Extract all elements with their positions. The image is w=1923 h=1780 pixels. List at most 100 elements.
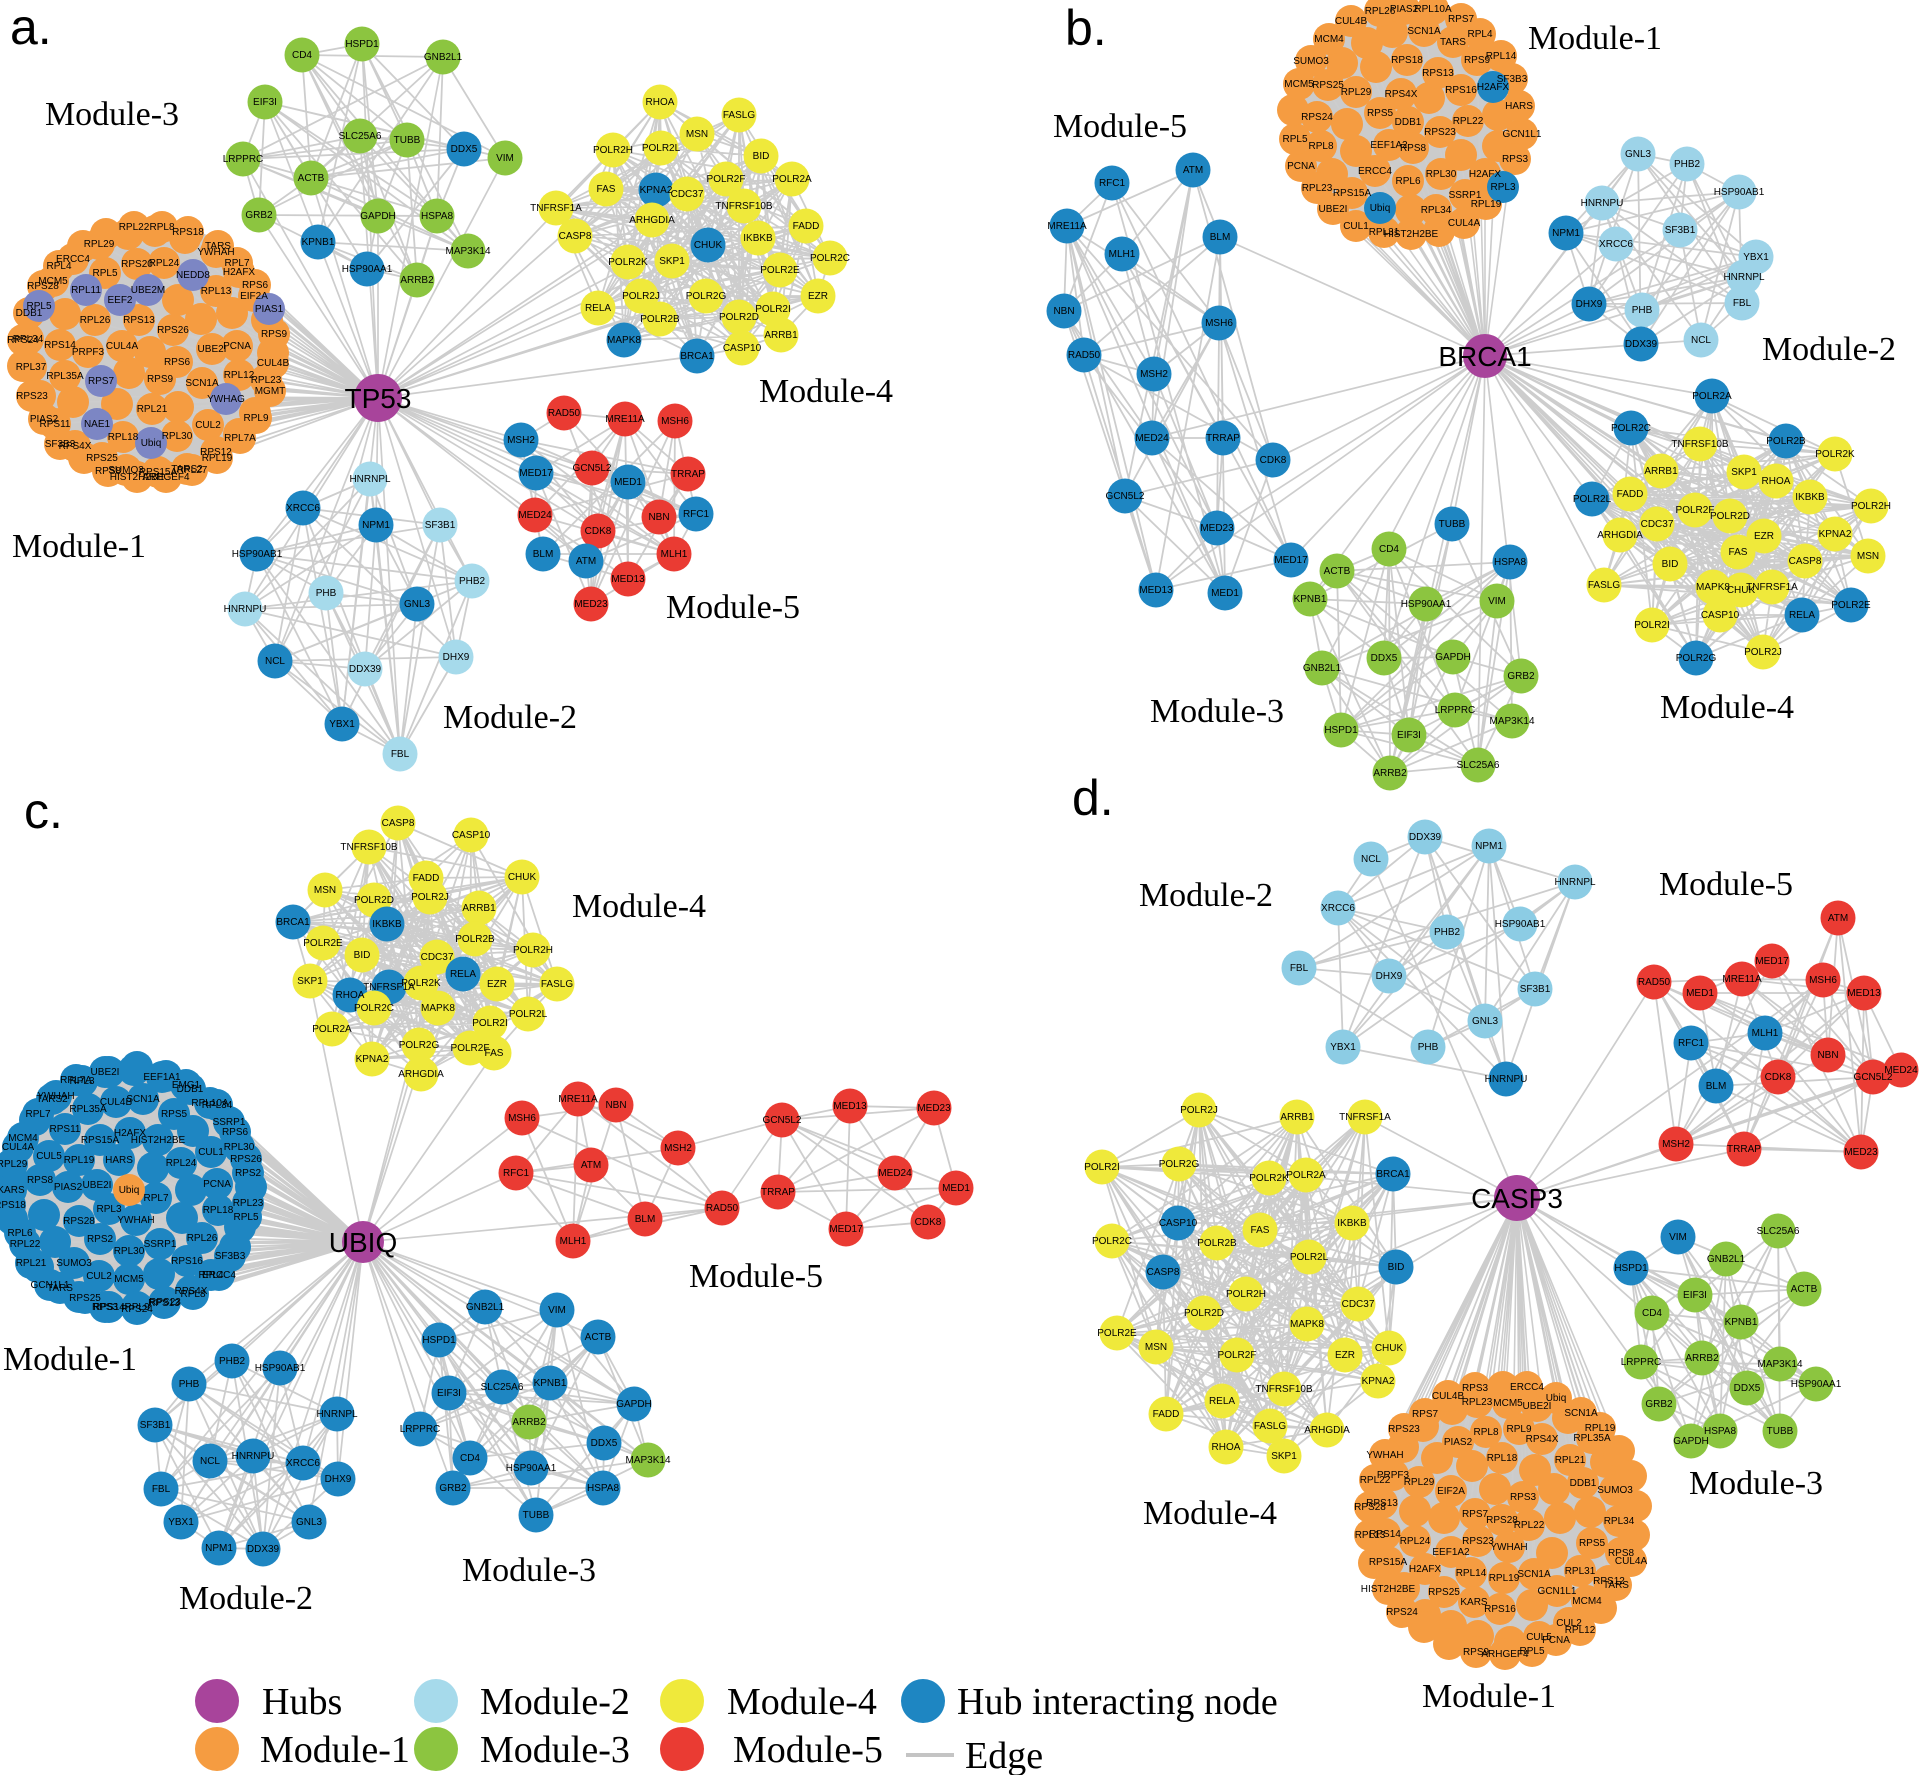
svg-text:TNFRSF10B: TNFRSF10B (715, 201, 773, 212)
svg-text:RPS9: RPS9 (261, 329, 288, 340)
svg-text:MED23: MED23 (574, 599, 608, 610)
svg-text:Ubiq: Ubiq (119, 1185, 140, 1196)
svg-text:CASP10: CASP10 (1159, 1218, 1198, 1229)
svg-text:VIM: VIM (1669, 1232, 1687, 1243)
svg-text:PCNA: PCNA (1542, 1635, 1570, 1646)
svg-text:RFC1: RFC1 (683, 509, 710, 520)
svg-text:DHX9: DHX9 (325, 1474, 352, 1485)
svg-text:HNRNPU: HNRNPU (232, 1451, 275, 1462)
svg-text:MED17: MED17 (829, 1224, 863, 1235)
svg-text:RPS4X: RPS4X (59, 441, 92, 452)
svg-text:SLC25A6: SLC25A6 (481, 1382, 524, 1393)
svg-text:CDC37: CDC37 (1641, 519, 1674, 530)
svg-text:MED24: MED24 (1884, 1065, 1918, 1076)
svg-text:RPL14: RPL14 (1486, 51, 1517, 62)
svg-text:DHX9: DHX9 (443, 652, 470, 663)
svg-text:NCL: NCL (265, 656, 285, 667)
svg-text:RPS13: RPS13 (123, 315, 155, 326)
svg-text:RPL30: RPL30 (224, 1142, 255, 1153)
svg-text:SLC25A6: SLC25A6 (1457, 760, 1500, 771)
svg-text:RPS23: RPS23 (1462, 1536, 1494, 1547)
svg-text:XRCC6: XRCC6 (286, 1458, 320, 1469)
svg-text:SSRP1: SSRP1 (144, 1239, 177, 1250)
svg-text:BID: BID (354, 950, 371, 961)
svg-text:RPS8: RPS8 (1608, 1548, 1635, 1559)
svg-text:RPS18: RPS18 (1391, 55, 1423, 66)
svg-text:RPL4: RPL4 (1467, 29, 1492, 40)
svg-text:CUL4A: CUL4A (1448, 218, 1481, 229)
svg-text:RPL12: RPL12 (1565, 1625, 1596, 1636)
svg-text:FASLG: FASLG (1588, 580, 1620, 591)
svg-text:POLR2J: POLR2J (411, 892, 449, 903)
svg-text:HARS: HARS (105, 1155, 133, 1166)
svg-text:MSH6: MSH6 (1809, 975, 1837, 986)
svg-text:ARHGEF4: ARHGEF4 (1481, 1649, 1529, 1660)
svg-text:POLR2F: POLR2F (1218, 1350, 1257, 1361)
svg-text:NAE1: NAE1 (84, 419, 111, 430)
svg-text:RPL35A: RPL35A (69, 1104, 107, 1115)
svg-text:CASP8: CASP8 (1789, 556, 1822, 567)
svg-text:PHB2: PHB2 (459, 576, 486, 587)
svg-text:MED23: MED23 (1200, 523, 1234, 534)
svg-text:RPS28: RPS28 (63, 1216, 95, 1227)
svg-text:Module-4: Module-4 (1143, 1495, 1277, 1532)
svg-text:Module-5: Module-5 (1053, 108, 1187, 145)
svg-text:RPS3: RPS3 (1510, 1492, 1537, 1503)
svg-text:RPS12: RPS12 (1593, 1576, 1625, 1587)
svg-text:FBL: FBL (1290, 963, 1309, 974)
svg-text:RPL13: RPL13 (1355, 1530, 1386, 1541)
svg-text:RFC1: RFC1 (1678, 1038, 1705, 1049)
svg-text:CASP10: CASP10 (723, 343, 762, 354)
svg-text:TNFRSF10B: TNFRSF10B (1255, 1384, 1313, 1395)
svg-text:RPL18: RPL18 (108, 432, 139, 443)
svg-text:MED13: MED13 (611, 574, 645, 585)
svg-text:RPL30: RPL30 (114, 1246, 145, 1257)
svg-text:HIST2H2BE: HIST2H2BE (1361, 1584, 1416, 1595)
svg-text:MCM5: MCM5 (1284, 79, 1314, 90)
svg-text:MSH2: MSH2 (507, 435, 535, 446)
svg-text:MED1: MED1 (614, 477, 642, 488)
svg-text:MED23: MED23 (1844, 1147, 1878, 1158)
svg-text:TUBB: TUBB (394, 135, 421, 146)
svg-text:RPL7: RPL7 (25, 1109, 50, 1120)
svg-text:SKP1: SKP1 (659, 256, 685, 267)
svg-text:POLR2E: POLR2E (1831, 600, 1871, 611)
svg-text:NCL: NCL (200, 1456, 220, 1467)
svg-text:SF3B3: SF3B3 (215, 1251, 246, 1262)
svg-text:RPS6: RPS6 (222, 1127, 249, 1138)
svg-text:EIF3I: EIF3I (253, 97, 277, 108)
svg-text:ATM: ATM (1828, 913, 1848, 924)
svg-text:FAS: FAS (597, 184, 616, 195)
svg-text:MAP3K14: MAP3K14 (625, 1455, 670, 1466)
svg-text:FAS: FAS (1251, 1225, 1270, 1236)
svg-text:POLR2I: POLR2I (472, 1018, 508, 1029)
svg-text:RPS24: RPS24 (1386, 1607, 1418, 1618)
svg-text:RPS2: RPS2 (235, 1168, 262, 1179)
svg-text:UBIQ: UBIQ (329, 1227, 397, 1258)
svg-text:HSPA8: HSPA8 (1494, 557, 1526, 568)
svg-text:RPS15A: RPS15A (1333, 188, 1372, 199)
svg-text:Module-4: Module-4 (1660, 689, 1794, 726)
svg-text:CUL2: CUL2 (86, 1271, 112, 1282)
svg-text:GNB2L1: GNB2L1 (424, 52, 463, 63)
svg-text:LRPPRC: LRPPRC (223, 154, 264, 165)
svg-text:ATM: ATM (581, 1160, 601, 1171)
svg-text:RELA: RELA (1209, 1396, 1235, 1407)
svg-text:SUMO3: SUMO3 (108, 465, 144, 476)
svg-text:POLR2H: POLR2H (1226, 1289, 1266, 1300)
svg-text:SUMO3: SUMO3 (56, 1258, 92, 1269)
svg-text:H2AFX: H2AFX (114, 1128, 147, 1139)
svg-text:POLR2L: POLR2L (509, 1009, 548, 1020)
svg-text:YWHAH: YWHAH (117, 1215, 154, 1226)
svg-text:RPL27: RPL27 (177, 465, 208, 476)
svg-text:POLR2B: POLR2B (1197, 1238, 1237, 1249)
svg-text:c.: c. (24, 783, 63, 839)
svg-text:GRB2: GRB2 (439, 1483, 467, 1494)
svg-text:GAPDH: GAPDH (1673, 1436, 1709, 1447)
svg-text:YBX1: YBX1 (329, 719, 355, 730)
svg-text:RPS7: RPS7 (1448, 14, 1475, 25)
svg-text:RPS5: RPS5 (1579, 1538, 1606, 1549)
svg-text:RPS2: RPS2 (87, 1234, 114, 1245)
svg-text:RAD50: RAD50 (1068, 350, 1101, 361)
svg-text:HNRNPU: HNRNPU (1485, 1074, 1528, 1085)
